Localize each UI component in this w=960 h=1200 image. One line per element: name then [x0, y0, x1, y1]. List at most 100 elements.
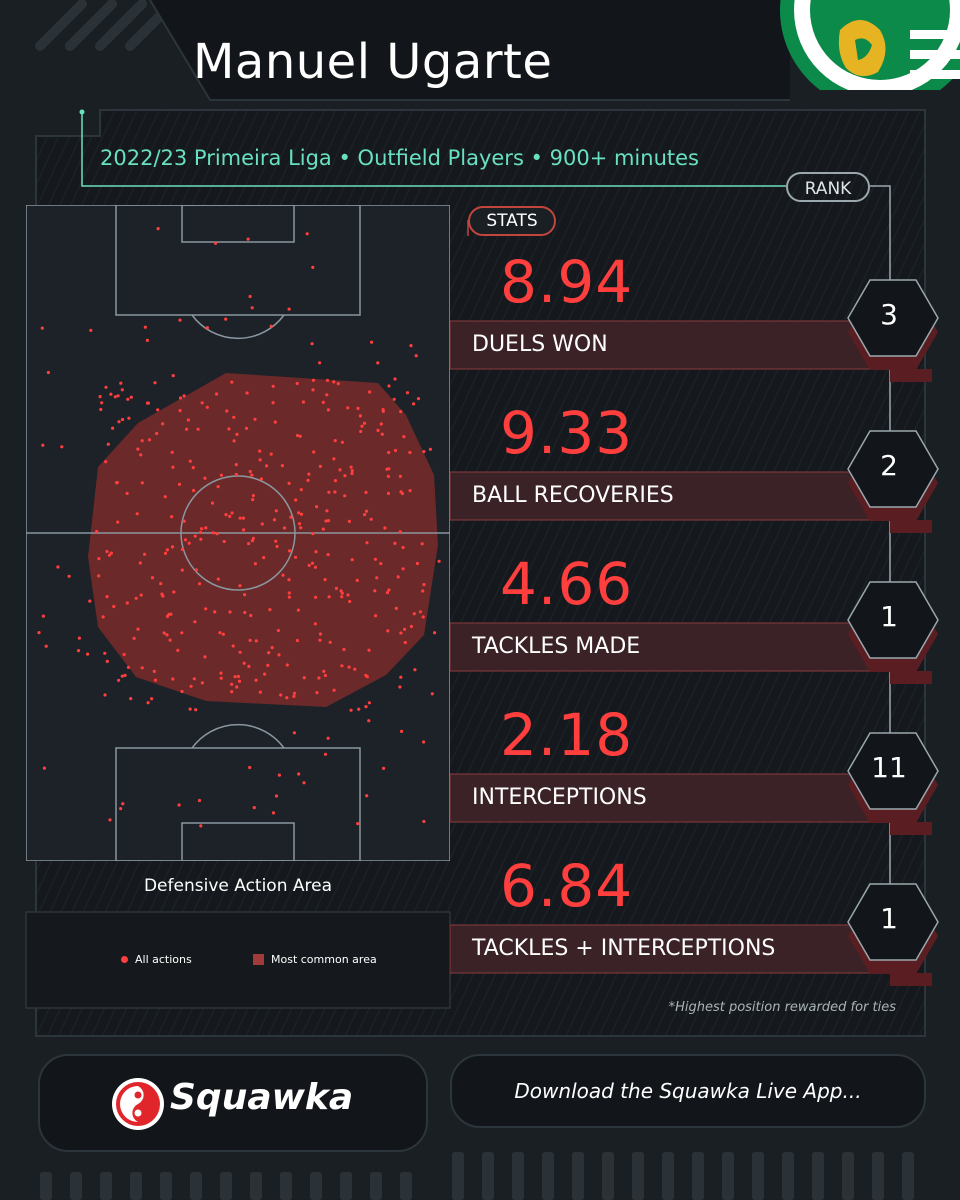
action-dot: [203, 476, 207, 480]
action-dot: [186, 418, 190, 422]
action-dot: [109, 392, 113, 396]
legend-most-common-area: Most common area: [253, 953, 377, 966]
action-dot: [306, 478, 310, 482]
club-badge-icon: [780, 0, 960, 90]
action-dot: [178, 409, 182, 413]
action-dot: [369, 517, 373, 521]
action-dot: [307, 563, 311, 567]
all-actions-dots: [37, 227, 441, 828]
action-dot: [409, 624, 413, 629]
action-dot: [340, 440, 344, 444]
legend-all-actions: All actions: [121, 953, 192, 966]
action-dot: [408, 489, 412, 493]
action-dot: [216, 577, 220, 581]
action-dot: [328, 640, 332, 644]
action-dot: [322, 669, 326, 673]
action-dot: [150, 697, 154, 701]
action-dot: [317, 676, 321, 680]
rank-badge: [847, 581, 939, 672]
action-dot: [115, 480, 119, 485]
action-dot: [385, 467, 389, 471]
action-dot: [387, 450, 391, 455]
action-dot: [349, 465, 353, 469]
action-dot: [189, 684, 193, 688]
action-dot: [350, 558, 354, 562]
action-dot: [224, 513, 228, 517]
action-dot: [152, 669, 156, 673]
action-dot: [412, 402, 416, 406]
action-dot: [414, 354, 418, 358]
action-dot: [100, 401, 104, 405]
action-dot: [332, 380, 336, 384]
action-dot: [230, 682, 234, 686]
action-dot: [292, 694, 296, 698]
action-dot: [156, 227, 160, 231]
action-dot: [176, 648, 180, 652]
action-dot: [350, 471, 354, 476]
action-dot: [402, 435, 406, 439]
action-dot: [120, 388, 124, 392]
rank-value: 1: [880, 902, 898, 935]
action-dot: [242, 661, 246, 665]
action-dot: [253, 562, 257, 566]
action-dot: [89, 328, 93, 332]
action-dot: [350, 469, 354, 473]
action-dot: [216, 485, 220, 489]
pitch-caption: Defensive Action Area: [143, 876, 333, 896]
footnote: *Highest position rewarded for ties: [668, 1000, 896, 1015]
action-dot: [95, 529, 99, 534]
action-dot: [46, 370, 50, 375]
action-dot: [272, 518, 277, 522]
action-dot: [415, 561, 419, 566]
brand-panel: [38, 1054, 428, 1152]
action-dot: [332, 457, 336, 461]
action-dot: [275, 544, 279, 549]
action-dot: [368, 390, 372, 394]
action-dot: [125, 491, 129, 495]
player-name: Manuel Ugarte: [193, 34, 553, 90]
action-dot: [356, 822, 360, 826]
action-dot: [356, 406, 360, 410]
action-dot: [312, 450, 316, 454]
action-dot: [146, 701, 150, 705]
action-dot: [104, 385, 108, 389]
action-dot: [422, 450, 426, 454]
action-dot: [155, 431, 159, 436]
action-dot: [253, 417, 257, 421]
action-dot: [135, 512, 139, 516]
action-dot: [222, 539, 226, 544]
action-dot: [105, 659, 109, 663]
action-dot: [136, 447, 140, 451]
action-dot: [67, 574, 71, 578]
action-dot: [299, 512, 304, 516]
action-dot: [421, 615, 425, 619]
rank-value: 1: [880, 600, 898, 633]
action-dot: [200, 401, 204, 405]
action-dot: [170, 450, 174, 454]
action-dot: [292, 691, 297, 695]
rank-value: 2: [880, 449, 898, 482]
action-dot: [97, 557, 101, 561]
action-dot: [192, 488, 196, 493]
action-dot: [178, 396, 183, 400]
action-dot: [242, 528, 246, 532]
action-dot: [387, 384, 391, 388]
action-dot: [145, 401, 150, 405]
action-dot: [287, 481, 291, 485]
action-dot: [76, 649, 81, 653]
action-dot: [365, 541, 369, 545]
action-dot: [108, 818, 112, 822]
action-dot: [258, 458, 262, 462]
action-dot: [205, 326, 209, 330]
action-dot: [259, 477, 263, 481]
action-dot: [136, 627, 140, 631]
action-dot: [77, 636, 81, 640]
download-app-link[interactable]: Download the Squawka Live App...: [450, 1054, 926, 1128]
action-dot: [323, 578, 327, 582]
action-dot: [326, 736, 330, 740]
action-dot: [243, 593, 247, 597]
action-dot: [385, 591, 390, 595]
action-dot: [182, 519, 186, 523]
action-dot: [218, 631, 222, 635]
action-dot: [364, 705, 368, 709]
